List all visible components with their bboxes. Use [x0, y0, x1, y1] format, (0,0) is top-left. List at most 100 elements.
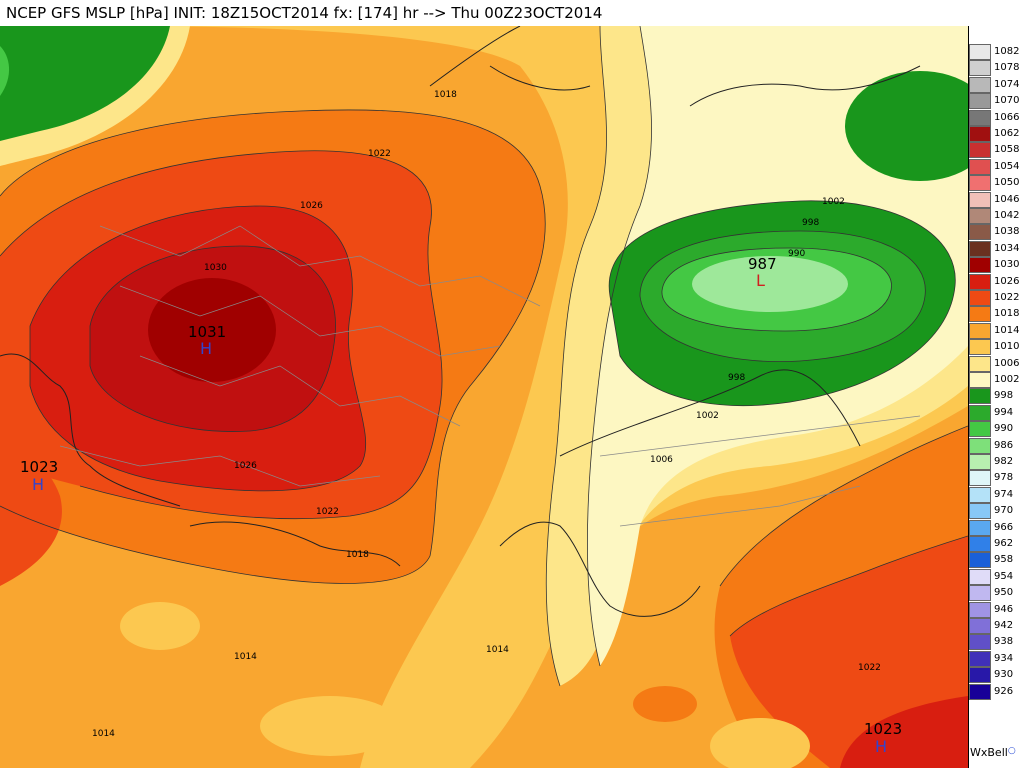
isobar-fill-1010-south-3 — [260, 696, 400, 756]
legend-swatch — [969, 191, 991, 208]
contour-label: 1022 — [316, 507, 339, 517]
legend-label: 1058 — [994, 144, 1020, 156]
legend-row: 1046 — [968, 191, 1024, 208]
isobar-fill-998-ne — [845, 71, 968, 181]
legend-label: 974 — [994, 488, 1014, 500]
legend-row: 930 — [968, 667, 1024, 684]
legend-label: 1010 — [994, 341, 1020, 353]
contour-label: 990 — [788, 249, 805, 259]
legend-label: 934 — [994, 652, 1014, 664]
legend-label: 998 — [994, 390, 1014, 402]
legend-row: 1062 — [968, 126, 1024, 142]
legend-swatch — [969, 76, 991, 93]
legend-swatch — [969, 109, 991, 126]
legend-swatch — [969, 257, 991, 274]
legend-swatch — [969, 175, 991, 192]
contour-label: 998 — [728, 373, 745, 383]
legend-label: 1018 — [994, 308, 1020, 320]
legend-label: 962 — [994, 538, 1014, 549]
legend-swatch — [969, 93, 991, 110]
legend-swatch — [969, 60, 991, 77]
isobar-fill-1018-south — [633, 686, 697, 722]
legend-swatch — [969, 486, 991, 503]
contour-label: 1018 — [346, 550, 369, 560]
legend-row: 942 — [968, 618, 1024, 634]
legend-row: 950 — [968, 585, 1024, 602]
legend-label: 938 — [994, 636, 1014, 648]
legend-label: 950 — [994, 587, 1014, 599]
legend-label: 986 — [994, 439, 1014, 451]
legend-swatch — [969, 683, 991, 700]
legend-row: 1022 — [968, 290, 1024, 306]
legend-row: 946 — [968, 601, 1024, 618]
legend-row: 994 — [968, 404, 1024, 421]
contour-label: 998 — [802, 218, 819, 228]
legend-row: 926 — [968, 683, 1024, 700]
legend-label: 926 — [994, 685, 1014, 697]
legend-swatch — [969, 44, 991, 60]
high-west-marker: H — [32, 475, 44, 494]
legend-row: 1010 — [968, 339, 1024, 356]
legend-row: 934 — [968, 650, 1024, 667]
contour-label: 1014 — [486, 645, 509, 655]
legend-label: 930 — [994, 669, 1014, 681]
legend-row: 1058 — [968, 142, 1024, 159]
legend-swatch — [969, 306, 991, 323]
legend-row: 1018 — [968, 306, 1024, 323]
legend-label: 1062 — [994, 128, 1020, 139]
legend-label: 1022 — [994, 292, 1020, 303]
legend-label: 942 — [994, 620, 1014, 631]
legend-label: 1078 — [994, 62, 1020, 74]
legend-label: 958 — [994, 554, 1014, 566]
brand-name: WxBell — [970, 746, 1008, 759]
contour-label: 1014 — [92, 729, 115, 739]
legend-row: 974 — [968, 486, 1024, 503]
high-central-europe-value: 1031 — [188, 323, 226, 341]
legend-swatch — [969, 650, 991, 667]
country-borders — [59, 225, 921, 527]
legend-swatch — [969, 126, 991, 142]
legend-row: 1074 — [968, 76, 1024, 93]
pressure-centers: 1031 H 1023 H 987 L 1023 H — [20, 255, 902, 756]
legend-label: 966 — [994, 521, 1014, 533]
legend-label: 1030 — [994, 259, 1020, 271]
legend-label: 990 — [994, 423, 1014, 435]
legend-swatch — [969, 585, 991, 602]
legend-label: 954 — [994, 570, 1014, 582]
legend-row: 986 — [968, 437, 1024, 454]
legend-row: 978 — [968, 470, 1024, 487]
isobar-fill-994-nw — [0, 46, 10, 96]
legend-label: 1026 — [994, 275, 1020, 287]
legend-row: 1030 — [968, 257, 1024, 274]
legend-label: 1082 — [994, 46, 1020, 57]
legend-swatch — [969, 372, 991, 388]
legend-label: 1006 — [994, 357, 1020, 369]
legend-label: 1034 — [994, 242, 1020, 254]
legend-row: 1014 — [968, 322, 1024, 339]
legend-swatch — [969, 667, 991, 684]
contour-label: 1026 — [300, 201, 323, 211]
legend-label: 1066 — [994, 111, 1020, 123]
legend-label: 970 — [994, 505, 1014, 517]
legend-label: 1074 — [994, 78, 1020, 90]
legend-row: 1066 — [968, 109, 1024, 126]
legend-swatch — [969, 437, 991, 454]
legend-swatch — [969, 568, 991, 585]
contour-label: 1026 — [234, 461, 257, 471]
legend-label: 1070 — [994, 95, 1020, 107]
legend-swatch — [969, 536, 991, 552]
contour-labels: 1018 1022 1026 1030 1026 1022 1018 1014 … — [92, 90, 881, 739]
contour-label: 1030 — [204, 263, 227, 273]
legend-row: 938 — [968, 634, 1024, 651]
isobar-fill-998-nw — [0, 26, 170, 141]
legend-swatch — [969, 208, 991, 224]
legend-label: 1014 — [994, 324, 1020, 336]
isobar-fill-1022-west — [0, 426, 62, 586]
legend-row: 990 — [968, 421, 1024, 438]
legend-label: 1046 — [994, 193, 1020, 205]
legend-row: 1082 — [968, 44, 1024, 60]
legend-row: 954 — [968, 568, 1024, 585]
low-siberia-value: 987 — [748, 255, 777, 273]
legend-label: 1050 — [994, 177, 1020, 189]
contour-label: 1018 — [434, 90, 457, 100]
